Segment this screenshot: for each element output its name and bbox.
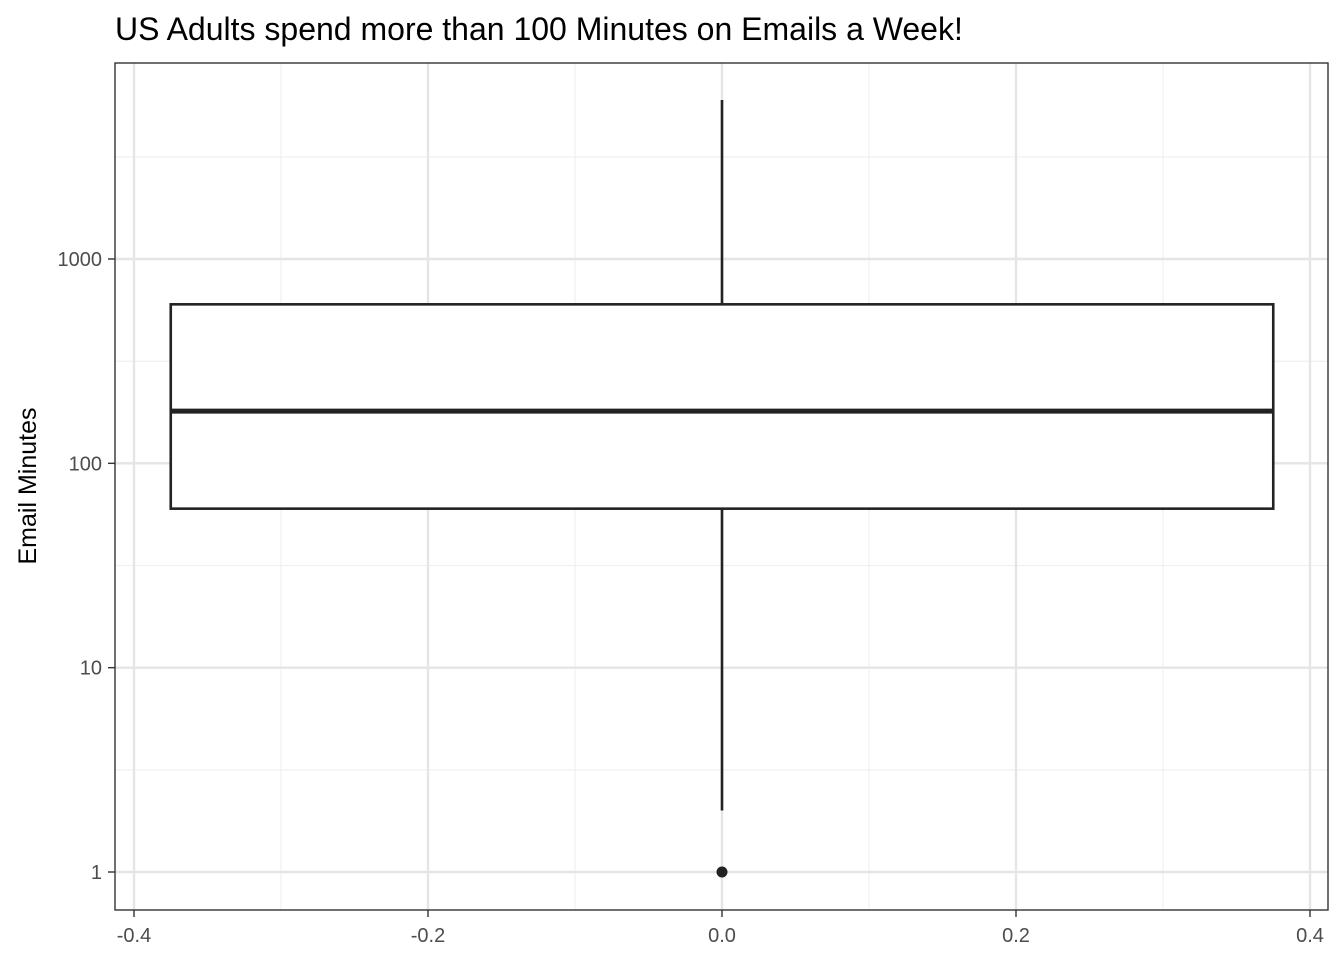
y-tick-label: 100 [69,453,102,475]
y-axis: 1 10 100 1000 [58,249,115,884]
x-axis: -0.4 -0.2 0.0 0.2 0.4 [117,910,1324,947]
x-tick-label: 0.2 [1002,925,1030,947]
box-plot [169,99,1275,878]
x-tick-label: -0.2 [411,925,445,947]
x-tick-label: -0.4 [117,925,151,947]
y-tick-label: 1 [91,862,102,884]
y-tick-label: 10 [80,658,102,680]
y-tick-label: 1000 [58,249,103,271]
y-axis-title: Email Minutes [14,408,42,565]
chart-title: US Adults spend more than 100 Minutes on… [115,11,963,47]
outlier-point [716,866,728,878]
x-tick-label: 0.4 [1296,925,1324,947]
interquartile-box [169,303,1275,510]
x-tick-label: 0.0 [708,925,736,947]
